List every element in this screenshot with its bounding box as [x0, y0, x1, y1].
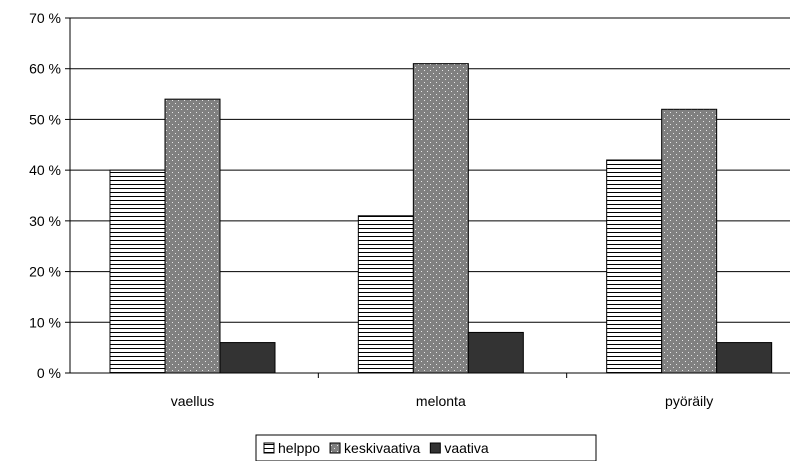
legend-swatch-helppo — [263, 442, 275, 454]
y-tick-labels: 0 % 10 % 20 % 30 % 40 % 50 % 60 % 70 % — [29, 10, 70, 381]
legend: helppo keskivaativa vaativa — [255, 434, 597, 461]
bar-keskivaativa-pyöräily — [661, 108, 718, 374]
bar-vaativa-pyöräily — [716, 342, 773, 374]
y-tick-label: 70 % — [29, 10, 61, 26]
legend-box — [255, 434, 597, 461]
legend-label-helppo: helppo — [278, 440, 320, 456]
x-tick-labels: vaellus melonta pyöräily — [171, 373, 713, 409]
y-tick-label: 0 % — [37, 365, 61, 381]
bar-helppo-vaellus — [109, 169, 166, 374]
x-tick-label: pyöräily — [665, 393, 713, 409]
legend-swatch-vaativa — [429, 442, 441, 454]
bar-helppo-melonta — [357, 215, 414, 374]
legend-swatch-keskivaativa — [329, 442, 341, 454]
bar-helppo-pyöräily — [606, 159, 663, 374]
legend-label-keskivaativa: keskivaativa — [344, 440, 420, 456]
y-tick-label: 40 % — [29, 162, 61, 178]
bar-vaativa-vaellus — [219, 342, 276, 374]
y-tick-label: 20 % — [29, 264, 61, 280]
axes — [69, 18, 790, 374]
x-tick-label: melonta — [416, 393, 466, 409]
bar-keskivaativa-vaellus — [164, 98, 221, 374]
y-tick-label: 60 % — [29, 61, 61, 77]
x-tick-label: vaellus — [171, 393, 215, 409]
bar-vaativa-melonta — [467, 331, 524, 374]
legend-label-vaativa: vaativa — [444, 440, 489, 456]
bars — [109, 63, 773, 374]
y-tick-label: 30 % — [29, 213, 61, 229]
y-tick-label: 50 % — [29, 111, 61, 127]
bar-keskivaativa-melonta — [412, 63, 469, 374]
y-tick-label: 10 % — [29, 314, 61, 330]
